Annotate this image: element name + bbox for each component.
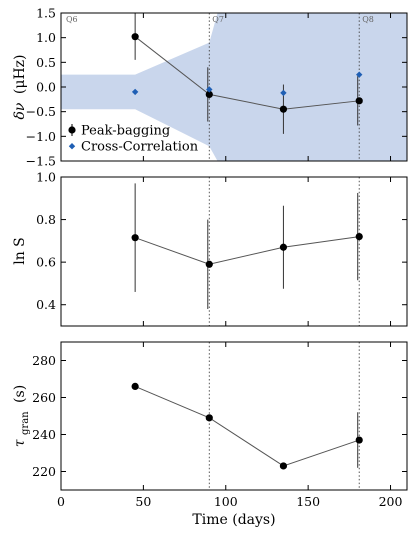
data-point <box>279 243 288 251</box>
data-point <box>279 105 288 113</box>
y-tick-label: −0.5 <box>26 104 56 119</box>
panel-middle-frame <box>60 176 408 327</box>
shaded-region <box>61 13 407 161</box>
series-line <box>134 36 360 110</box>
legend-label-peak-bagging: Peak-bagging <box>81 124 170 139</box>
series-layer <box>131 13 363 134</box>
panel-bottom: 220 240 260 280 0 50 100 150 200 τ gran (s) Tim… <box>12 341 408 528</box>
panel-bottom-frame <box>60 341 408 491</box>
data-point <box>355 97 363 105</box>
panel-top: Q6 Q7 Q8 −1.5 −1.0 −0.5 0.0 0.5 1.0 1.5 Peak-bag… <box>12 6 408 169</box>
data-point <box>205 260 213 268</box>
data-point-diamond <box>131 88 139 96</box>
y-tick-label: 1.5 <box>36 6 56 21</box>
x-axis-label: Time (days) <box>192 512 275 528</box>
y-tick-label: 0.4 <box>36 297 56 312</box>
series-line <box>134 385 360 467</box>
quarter-label: Q8 <box>362 15 374 24</box>
data-point <box>205 90 213 98</box>
quarter-boundaries <box>208 177 360 326</box>
series-layer <box>131 183 363 309</box>
data-point-diamond <box>280 89 287 97</box>
y-axis-label-middle: ln S <box>12 237 28 265</box>
legend-label-cross-correlation: Cross-Correlation <box>81 140 199 155</box>
data-point <box>131 33 139 41</box>
y-tick-label: 0.8 <box>36 212 56 227</box>
y-ticks: −1.5 −1.0 −0.5 0.0 0.5 1.0 1.5 <box>26 6 407 169</box>
x-ticks: 0 50 100 150 200 <box>57 342 402 509</box>
legend: Peak-bagging Cross-Correlation <box>68 124 199 155</box>
y-tick-label: 0.0 <box>36 80 56 95</box>
x-tick-label: 150 <box>296 494 320 509</box>
y-tick-label: 220 <box>32 464 56 479</box>
y-ticks: 0.4 0.6 0.8 1.0 <box>36 170 407 326</box>
x-tick-label: 0 <box>57 494 65 509</box>
data-point <box>355 233 363 241</box>
data-point <box>131 234 139 242</box>
y-tick-label: 1.0 <box>36 30 56 45</box>
data-point <box>205 414 213 422</box>
series-layer <box>131 382 363 470</box>
data-point-diamond <box>356 71 363 78</box>
x-tick-label: 50 <box>135 494 151 509</box>
data-point <box>279 462 288 470</box>
y-tick-label: 280 <box>32 353 56 368</box>
data-point <box>131 382 139 390</box>
series-line <box>134 236 360 265</box>
y-tick-label: −1.0 <box>26 129 56 144</box>
quarter-label: Q6 <box>66 15 78 24</box>
quarter-labels: Q6 Q7 Q8 <box>66 15 374 24</box>
y-tick-label: 0.5 <box>36 55 56 70</box>
y-tick-label: 0.6 <box>36 255 56 270</box>
legend-marker-cross-correlation <box>68 143 76 150</box>
panel-top-frame <box>60 12 408 162</box>
data-point <box>355 436 363 444</box>
y-axis-label-top: δν (μHz) <box>12 54 28 119</box>
data-point-diamond <box>206 86 213 93</box>
y-tick-label: 1.0 <box>36 170 56 185</box>
quarter-label: Q7 <box>212 15 224 24</box>
y-tick-label: 240 <box>32 427 56 442</box>
y-tick-label: 260 <box>32 390 56 405</box>
uncertainty-band <box>61 13 407 161</box>
y-axis-label-bottom: τ gran (s) <box>12 385 32 447</box>
y-tick-label: −1.5 <box>26 154 56 169</box>
x-tick-label: 200 <box>379 494 403 509</box>
y-ticks: 220 240 260 280 <box>32 353 407 479</box>
panel-middle: 0.4 0.6 0.8 1.0 ln S <box>12 170 408 327</box>
x-tick-label: 100 <box>214 494 238 509</box>
